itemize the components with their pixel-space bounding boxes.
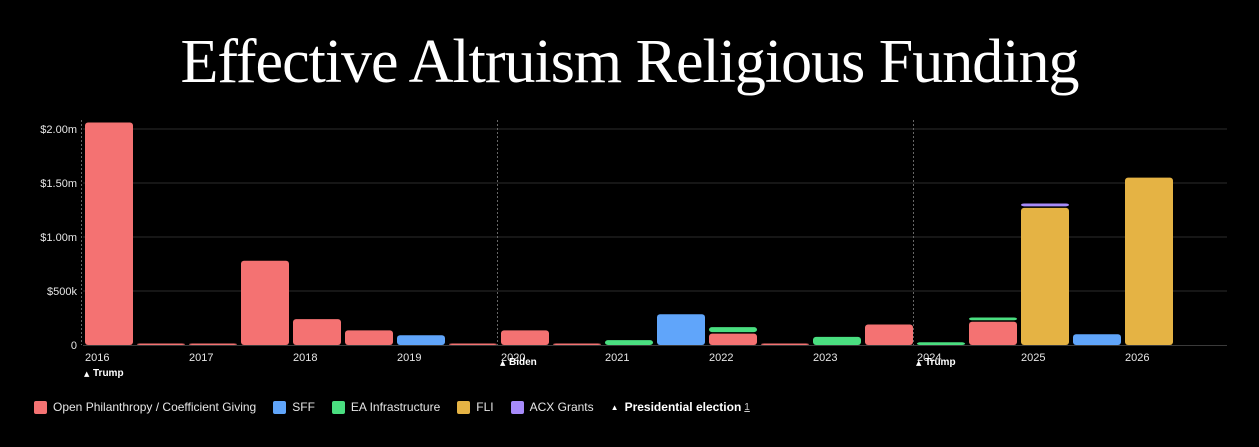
legend-swatch [273,400,287,414]
election-label: Trump [925,357,956,368]
bar-open-philanthropy-coefficient-giving [137,343,185,345]
legend-item-acx-grants[interactable]: ACX Grants [510,400,594,414]
bar-open-philanthropy-coefficient-giving [969,321,1017,345]
x-tick-label: 2024 [917,352,941,364]
x-tick-label: 2022 [709,352,733,364]
legend-item-sff[interactable]: SFF [273,400,315,414]
election-label: Trump [93,368,124,379]
bar-open-philanthropy-coefficient-giving [345,330,393,345]
x-tick-label: 2025 [1021,352,1045,364]
legend-swatch [457,400,471,414]
bar-open-philanthropy-coefficient-giving [189,343,237,345]
bar-open-philanthropy-coefficient-giving [709,333,757,345]
bar-acx-grants [1021,203,1069,207]
x-tick-label: 2017 [189,352,213,364]
legend-label: Open Philanthropy / Coefficient Giving [53,400,257,414]
triangle-up-icon: ▲ [500,359,506,367]
bar-ea-infrastructure [709,327,757,333]
legend-label: EA Infrastructure [350,400,441,414]
y-tick-label: $1.50m [40,178,77,190]
y-tick-label: $2.00m [40,124,77,136]
bar-open-philanthropy-coefficient-giving [553,343,601,345]
y-tick-label: $500k [47,286,77,298]
bar-ea-infrastructure [969,317,1017,321]
y-tick-label: $1.00m [40,232,77,244]
legend-label: SFF [292,400,315,414]
y-tick-label: 0 [71,340,77,352]
bar-ea-infrastructure [813,336,861,345]
bar-open-philanthropy-coefficient-giving [761,343,809,345]
bar-sff [397,335,445,345]
bar-ea-infrastructure [605,340,653,345]
bar-open-philanthropy-coefficient-giving [241,260,289,345]
legend-label: ACX Grants [529,400,594,414]
bar-fli [1021,207,1069,345]
legend-item-presidential-election[interactable]: ▲ Presidential election 1 [611,400,750,414]
triangle-up-icon: ▲ [610,402,619,412]
x-tick-label: 2021 [605,352,629,364]
bar-sff [657,314,705,345]
legend-item-open-philanthropy[interactable]: Open Philanthropy / Coefficient Giving [34,400,256,414]
legend-swatch [331,400,345,414]
legend-item-ea-infrastructure[interactable]: EA Infrastructure [331,400,441,414]
x-tick-label: 2018 [293,352,317,364]
triangle-up-icon: ▲ [916,359,922,367]
bar-open-philanthropy-coefficient-giving [293,319,341,345]
bar-fli [1125,177,1173,345]
x-tick-label: 2016 [85,352,109,364]
triangle-up-icon: ▲ [84,370,90,378]
bar-open-philanthropy-coefficient-giving [85,122,133,346]
legend-label: FLI [476,400,494,414]
legend-label: Presidential election [624,400,742,414]
bar-open-philanthropy-coefficient-giving [501,330,549,345]
bar-open-philanthropy-coefficient-giving [865,324,913,345]
bar-sff [1073,334,1121,345]
x-tick-label: 2020 [501,352,525,364]
chart-title: Effective Altruism Religious Funding [180,28,1080,96]
election-label: Biden [509,357,537,368]
footnote-link[interactable]: 1 [744,401,750,413]
x-tick-label: 2019 [397,352,421,364]
bar-ea-infrastructure [917,342,965,345]
legend-item-fli[interactable]: FLI [457,400,494,414]
chart-legend: Open Philanthropy / Coefficient Giving S… [34,397,767,417]
legend-swatch [34,400,47,414]
bar-open-philanthropy-coefficient-giving [449,343,497,345]
x-tick-label: 2026 [1125,352,1149,364]
legend-swatch [510,400,524,414]
x-tick-label: 2023 [813,352,837,364]
